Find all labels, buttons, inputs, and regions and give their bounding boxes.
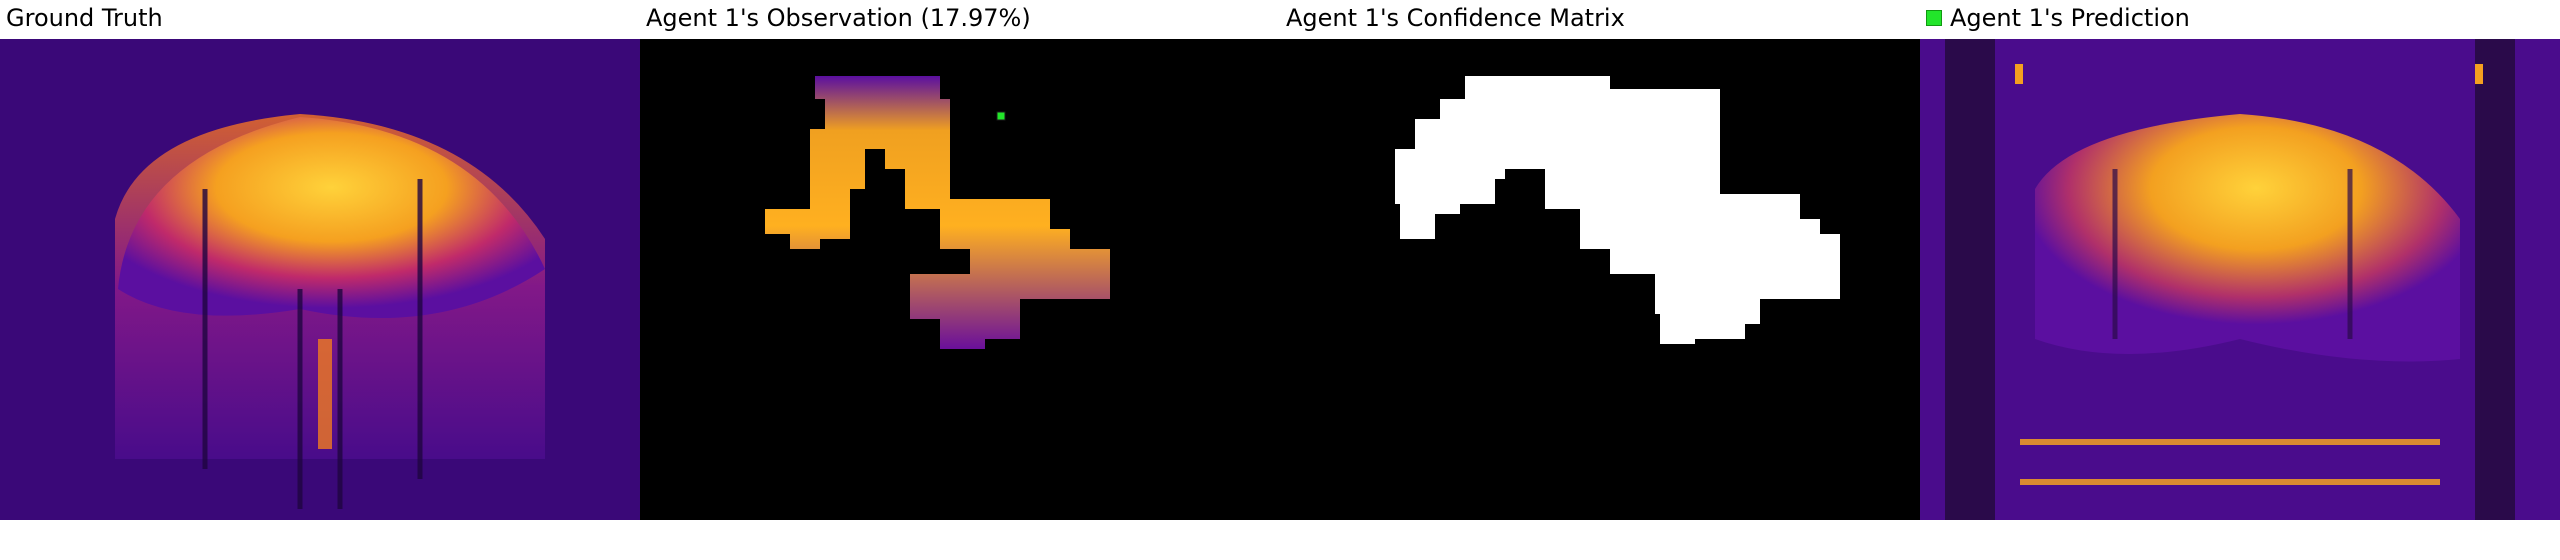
panel-confidence-matrix: Agent 1's Confidence Matrix <box>1280 0 1920 560</box>
panel-title-text: Agent 1's Confidence Matrix <box>1286 4 1625 32</box>
panel-title-confidence-matrix: Agent 1's Confidence Matrix <box>1286 2 1625 34</box>
panel-title-prediction: Agent 1's Prediction <box>1926 2 2190 34</box>
panel-title-text: Agent 1's Observation (17.97%) <box>646 4 1031 32</box>
panel-prediction: Agent 1's Prediction <box>1920 0 2560 560</box>
panel-title-observation: Agent 1's Observation (17.97%) <box>646 2 1031 34</box>
observation-image <box>640 39 1280 520</box>
confidence-matrix-image <box>1280 39 1920 520</box>
panel-title-ground-truth: Ground Truth <box>6 2 163 34</box>
panel-title-text: Ground Truth <box>6 4 163 32</box>
green-square-icon <box>1926 10 1942 26</box>
ground-truth-image <box>0 39 640 520</box>
prediction-image <box>1920 39 2560 520</box>
panel-ground-truth: Ground Truth <box>0 0 640 560</box>
panel-title-text: Agent 1's Prediction <box>1950 4 2190 32</box>
panel-observation: Agent 1's Observation (17.97%) <box>640 0 1280 560</box>
